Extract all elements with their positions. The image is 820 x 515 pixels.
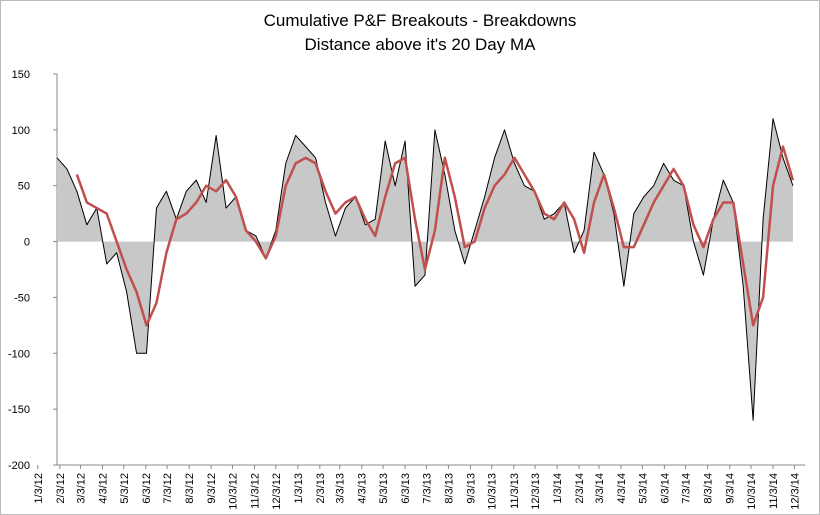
x-tick-label: 7/3/13 — [421, 473, 433, 504]
x-tick-label: 8/3/14 — [703, 473, 715, 504]
y-tick-label: 100 — [12, 125, 30, 137]
x-tick-label: 5/3/12 — [119, 473, 131, 504]
x-tick-label: 12/3/13 — [530, 473, 542, 510]
chart-title: Distance above it's 20 Day MA — [305, 35, 537, 54]
y-tick-label: -50 — [14, 292, 30, 304]
line — [75, 145, 795, 327]
x-tick-label: 8/3/12 — [184, 473, 196, 504]
x-tick-label: 4/3/13 — [357, 473, 369, 504]
y-tick-label: -200 — [8, 460, 30, 472]
x-tick-label: 9/3/12 — [206, 473, 218, 504]
x-tick-label: 12/3/14 — [789, 473, 801, 510]
x-tick-label: 2/3/13 — [315, 473, 327, 504]
y-tick-label: -100 — [8, 348, 30, 360]
x-tick-label: 7/3/14 — [681, 473, 693, 504]
x-tick-label: 8/3/13 — [443, 473, 455, 504]
x-tick-label: 9/3/14 — [725, 473, 737, 504]
x-tick-label: 10/3/14 — [746, 473, 758, 510]
x-tick-label: 4/3/12 — [97, 473, 109, 504]
x-tick-label: 7/3/12 — [162, 473, 174, 504]
x-tick-label: 3/3/14 — [594, 473, 606, 504]
y-tick-label: 150 — [12, 69, 30, 81]
x-tick-label: 6/3/12 — [141, 473, 153, 504]
x-tick-label: 11/3/14 — [768, 473, 780, 509]
y-tick-label: 0 — [24, 237, 30, 249]
x-tick-label: 4/3/14 — [616, 473, 628, 504]
y-tick-label: -150 — [8, 404, 30, 416]
x-tick-label: 1/3/14 — [552, 473, 564, 504]
y-tick-label: 50 — [18, 181, 30, 193]
x-tick-label: 11/3/13 — [509, 473, 521, 509]
x-tick-label: 6/3/14 — [659, 473, 671, 504]
x-tick-label: 1/3/12 — [33, 473, 45, 504]
x-tick-label: 11/3/12 — [249, 473, 261, 509]
x-tick-label: 10/3/13 — [487, 473, 499, 510]
x-tick-label: 2/3/14 — [574, 473, 586, 504]
x-tick-label: 5/3/13 — [378, 473, 390, 504]
x-tick-label: 6/3/13 — [400, 473, 412, 504]
x-tick-label: 3/3/12 — [75, 473, 87, 504]
x-tick-label: 12/3/12 — [271, 473, 283, 510]
x-tick-label: 9/3/13 — [465, 473, 477, 504]
x-tick-label: 10/3/12 — [227, 473, 239, 510]
x-tick-label: 3/3/13 — [335, 473, 347, 504]
chart-title: Cumulative P&F Breakouts - Breakdowns — [264, 11, 577, 30]
x-tick-label: 2/3/12 — [55, 473, 67, 504]
x-tick-label: 1/3/13 — [293, 473, 305, 504]
x-tick-label: 5/3/14 — [637, 473, 649, 504]
